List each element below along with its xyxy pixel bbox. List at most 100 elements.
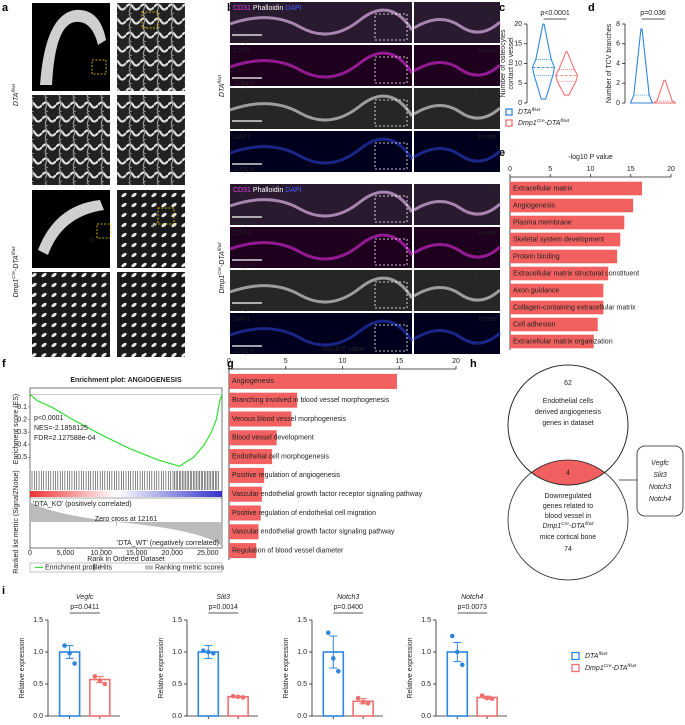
data-point: [201, 648, 206, 654]
bar: [229, 486, 262, 502]
y-tick-label: 6: [616, 41, 620, 48]
genotype-part: Dmp1: [219, 275, 226, 294]
vessel-texture: [413, 18, 502, 34]
data-point: [235, 694, 241, 700]
panel-label: g: [227, 358, 234, 370]
genotype-part: fl/wt: [11, 246, 17, 255]
micrograph: [117, 95, 185, 185]
bar: [229, 411, 292, 427]
scale-label: 100µm: [233, 262, 255, 269]
category-label: Endothelial cell morphogenesis: [232, 453, 329, 460]
y-axis-label: Relative expression: [19, 637, 26, 698]
data-point: [455, 649, 460, 655]
genotype-part: DTA: [13, 92, 20, 106]
gene-name: Notch4: [649, 496, 671, 503]
data-point: [355, 695, 361, 701]
panel-label: e: [499, 147, 505, 159]
x-tick-label: 15,000: [126, 550, 148, 557]
category-label: Positive regulation of angiogenesis: [232, 472, 341, 479]
gene-name: Notch3: [649, 484, 671, 491]
venn-text: mice cortical bone: [540, 534, 597, 541]
genotype-label: Dmp1Cre-DTAfl/wt: [11, 246, 20, 298]
legend-swatch: [505, 119, 513, 127]
x-tick-label: 20,000: [162, 550, 184, 557]
stain-part: Phalloidin: [253, 187, 283, 194]
data-point: [67, 650, 72, 656]
y-tick-label: 2: [616, 80, 620, 87]
bone-shape: [38, 200, 104, 255]
insert-label: Insert: [478, 48, 496, 55]
x-tick-label: 15: [627, 166, 635, 173]
genotype-part: fl/wt: [627, 663, 636, 669]
y-axis-label: contact to vessel: [508, 37, 515, 90]
p-value: p=0.0014: [209, 604, 238, 611]
y-tick-label: 0.5: [421, 681, 431, 688]
panel-label: c: [499, 2, 505, 14]
region-label: III: [89, 237, 95, 244]
bar: [510, 334, 594, 349]
y-tick-label: 20: [514, 21, 522, 28]
data-point: [206, 649, 211, 655]
data-point: [450, 633, 455, 639]
x-tick-label: 10,000: [90, 550, 112, 557]
bar: [229, 449, 273, 465]
category-label: Angiogenesis: [513, 202, 556, 209]
bar: [510, 317, 598, 332]
genotype-part: Cre: [11, 271, 17, 279]
genotype-label: Dmp1Cre-DTAfl/wt: [217, 242, 226, 294]
insert-label: Insert: [478, 91, 496, 98]
y-axis-label: Ranked list metric (Signal2Noise): [13, 470, 20, 573]
y-tick-label: 0: [518, 100, 522, 107]
bar: [197, 651, 220, 717]
scale-label: 100µm: [233, 348, 255, 355]
violin: [629, 28, 654, 104]
scale-label: 100µm: [233, 123, 255, 130]
scale-label: 100µm: [233, 166, 255, 173]
y-tick-label: 0: [616, 100, 620, 107]
region-box: [141, 11, 159, 29]
data-point: [360, 699, 366, 705]
data-point: [240, 695, 246, 700]
vessel-texture: [413, 61, 502, 77]
data-point: [484, 695, 490, 701]
genotype-part: fl/wt: [560, 118, 569, 124]
genotype-part: Dmp1: [518, 120, 537, 127]
enrichment-curve: [29, 393, 223, 467]
genotype-part: Dmp1: [585, 665, 604, 672]
bar: [229, 524, 259, 540]
micrograph: [32, 272, 110, 357]
data-point: [92, 674, 98, 679]
x-tick-label: 5: [548, 166, 552, 173]
insert-label: Insert I: [35, 177, 56, 184]
annotation: FDR=2.127588e-04: [34, 435, 96, 442]
venn-circle: [507, 364, 629, 486]
category-label: Skeletal system development: [513, 236, 604, 243]
vessel-texture: [229, 137, 414, 165]
vessel-texture: [229, 190, 414, 218]
genotype-label: DTAfl/wt: [518, 107, 541, 116]
stain-part: DAPI: [285, 187, 301, 194]
genotype-part: DTA: [219, 83, 226, 97]
vessel-texture: [413, 104, 502, 120]
category-label: Plasma membrane: [513, 219, 572, 226]
y-tick-label: 0.0: [297, 713, 307, 720]
genotype-label: DTAfl/wt: [585, 651, 608, 660]
insert-label: Insert II: [120, 177, 143, 184]
genotype-part: fl/wt: [217, 242, 223, 251]
bar: [229, 467, 265, 483]
bar: [227, 695, 249, 717]
genotype-label: DTAfl/wt: [11, 83, 20, 106]
insert-label: Insert: [478, 5, 496, 12]
micrograph: [230, 131, 412, 172]
x-tick-label: 25,000: [197, 550, 219, 557]
bar: [510, 300, 604, 315]
note: 'DTA_KO' (positively correlated): [33, 501, 132, 508]
stain-label: CD31 Phalloidin DAPI: [233, 187, 302, 194]
venn-count: 74: [564, 546, 572, 553]
genotype-label: DTAfl/wt: [217, 74, 226, 97]
violin: [653, 79, 677, 104]
micrograph: [117, 272, 185, 357]
panel-label: d: [588, 2, 595, 14]
category-label: Regulation of blood vessel diameter: [232, 547, 344, 554]
